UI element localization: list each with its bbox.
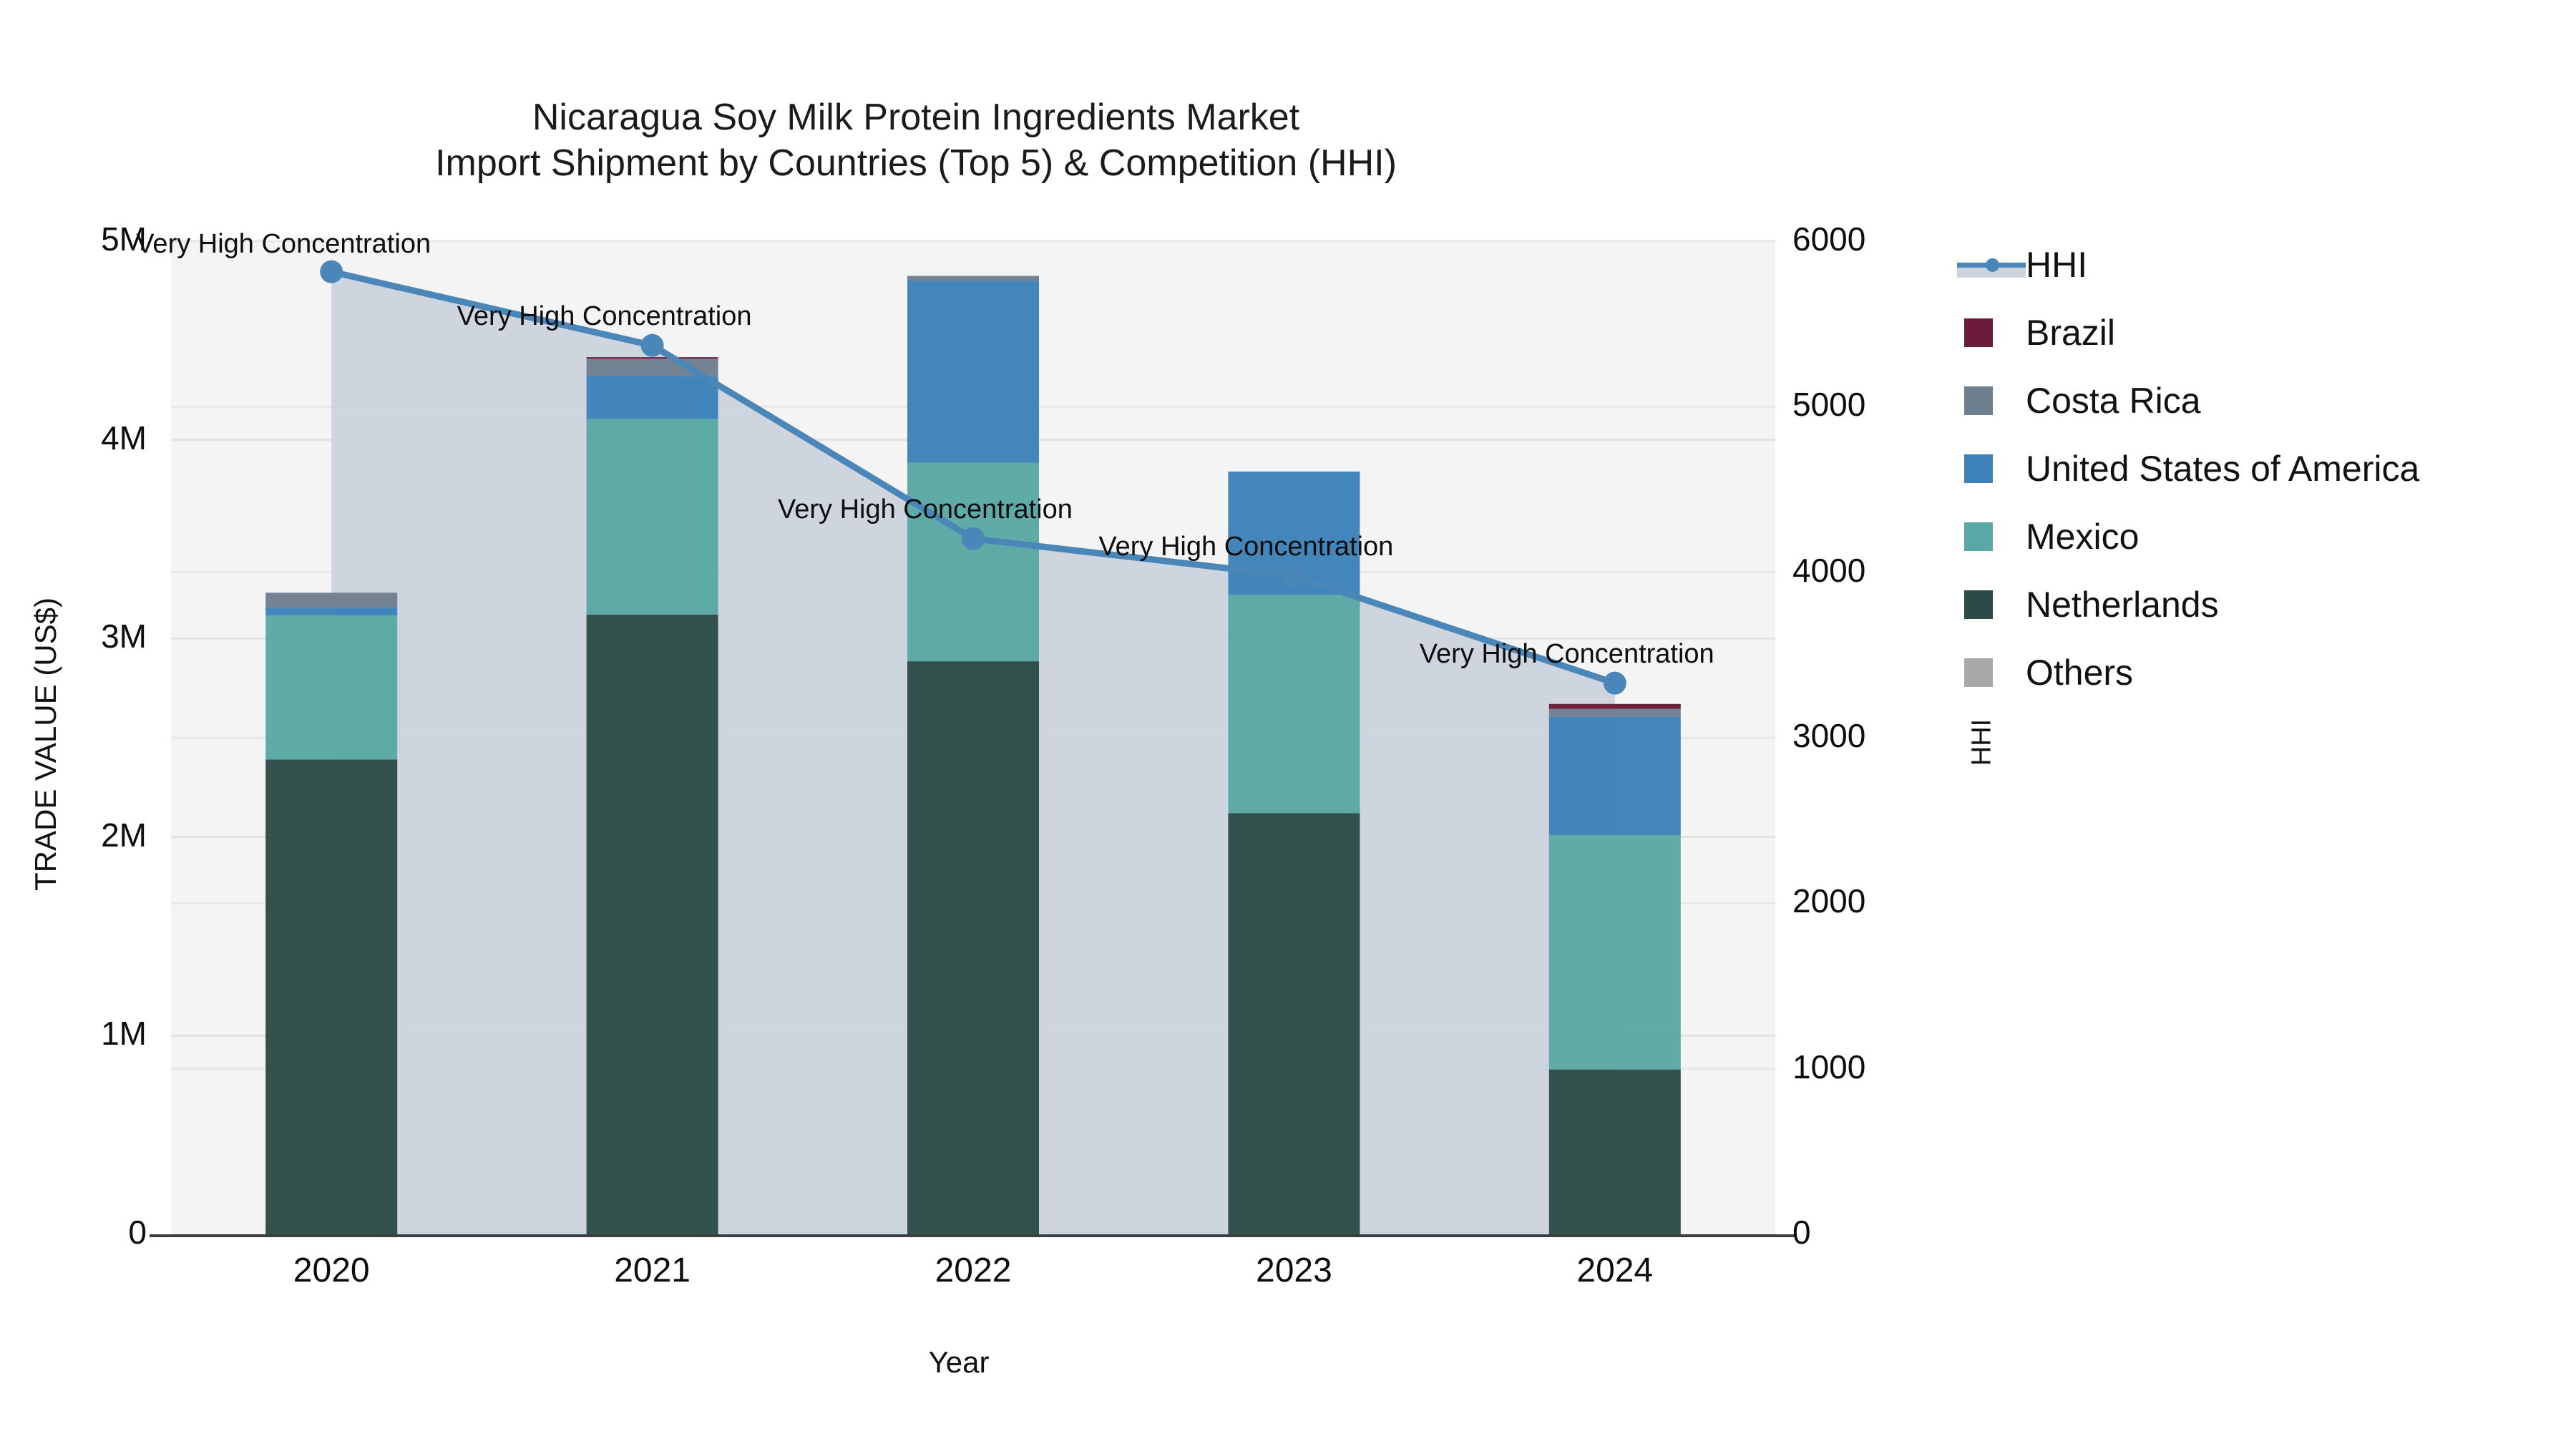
- y-axis-left-title: TRADE VALUE (US$): [29, 597, 62, 891]
- hhi-concentration-annotation: Very High Concentration: [1419, 638, 1714, 669]
- legend-color-swatch: [1964, 658, 1993, 687]
- legend-item[interactable]: Netherlands: [1957, 570, 2558, 638]
- legend-color-swatch: [1964, 454, 1993, 483]
- y-axis-left-tick-label: 5M: [101, 220, 147, 258]
- y-axis-right-tick-label: 6000: [1792, 220, 1866, 258]
- bar-segment: [1548, 703, 1681, 709]
- hhi-data-point[interactable]: [640, 333, 664, 357]
- bar-segment: [1548, 716, 1681, 836]
- bar-segment: [265, 615, 398, 760]
- hhi-data-point[interactable]: [962, 527, 985, 550]
- bar-segment: [265, 592, 398, 608]
- chart-legend: HHI Brazil Costa Rica United States of Amer…: [1957, 230, 2558, 706]
- legend-item[interactable]: Costa Rica: [1957, 366, 2558, 434]
- legend-item-label: Brazil: [2026, 312, 2116, 353]
- x-axis-tick-label: 2022: [935, 1252, 1012, 1289]
- y-axis-right-tick-label: 0: [1792, 1214, 1811, 1251]
- hhi-line-legend-icon: [1957, 250, 2026, 279]
- chart-title-line-1: Nicaragua Soy Milk Protein Ingredients M…: [532, 97, 1300, 139]
- hhi-line-series: [320, 260, 1626, 695]
- bar-segment: [1548, 708, 1681, 717]
- legend-color-swatch: [1964, 522, 1993, 551]
- legend-item[interactable]: United States of America: [1957, 434, 2558, 502]
- y-axis-left-tick-label: 4M: [101, 419, 147, 457]
- legend-color-swatch: [1964, 590, 1993, 619]
- y-axis-left-tick-label: 1M: [101, 1015, 147, 1053]
- bar-segment: [586, 419, 718, 615]
- legend-item-label: Others: [2026, 652, 2134, 693]
- y-axis-right-tick-label: 5000: [1792, 386, 1866, 424]
- bar-segment: [907, 462, 1039, 662]
- chart-title: Nicaragua Soy Milk Protein Ingredients M…: [0, 50, 1832, 232]
- legend-color-swatch: [1964, 318, 1993, 347]
- hhi-concentration-annotation: Very High Concentration: [778, 494, 1073, 525]
- bar-segment: [265, 759, 398, 1234]
- hhi-concentration-annotation: Very High Concentration: [1098, 531, 1394, 562]
- legend-item-label: Mexico: [2026, 516, 2140, 557]
- bar-segment: [586, 376, 718, 419]
- hhi-data-point[interactable]: [1282, 564, 1306, 587]
- y-axis-left-tick-label: 2M: [101, 816, 147, 854]
- bar-segment: [586, 614, 718, 1234]
- hhi-data-point[interactable]: [1603, 671, 1626, 695]
- hhi-area-legend-band: [1957, 265, 2026, 278]
- y-axis-left-tick-label: 0: [128, 1214, 147, 1251]
- bar-segment: [586, 357, 718, 359]
- legend-color-swatch: [1964, 386, 1993, 415]
- bar-segment: [1548, 835, 1681, 1070]
- bar-series-group: [265, 275, 1681, 1234]
- y-axis-right-tick-label: 4000: [1792, 551, 1866, 589]
- y-axis-left-tick-label: 3M: [101, 618, 147, 655]
- y-axis-right-tick-label: 1000: [1792, 1048, 1866, 1085]
- bar-segment: [265, 608, 398, 616]
- legend-item[interactable]: Mexico: [1957, 502, 2558, 570]
- hhi-concentration-annotation: Very High Concentration: [457, 301, 752, 331]
- plot-area: [171, 240, 1775, 1236]
- legend-item[interactable]: HHI: [1957, 230, 2558, 298]
- bar-segment: [1228, 813, 1360, 1234]
- bar-segment: [907, 275, 1039, 281]
- x-axis-tick-label: 2020: [293, 1252, 370, 1289]
- x-axis-line: [150, 1234, 1795, 1237]
- legend-item[interactable]: Others: [1957, 638, 2558, 706]
- bar-segment: [1228, 595, 1360, 814]
- x-axis-tick-label: 2023: [1256, 1252, 1332, 1289]
- y-axis-right-tick-label: 3000: [1792, 717, 1866, 754]
- bar-segment: [907, 280, 1039, 463]
- x-axis-tick-label: 2024: [1576, 1252, 1654, 1289]
- x-axis-title: Year: [928, 1345, 990, 1379]
- bar-segment: [907, 661, 1039, 1234]
- hhi-concentration-annotation: Very High Concentration: [136, 228, 431, 259]
- legend-item-label: Costa Rica: [2026, 380, 2201, 421]
- bar-segment: [1548, 1069, 1681, 1234]
- hhi-data-point[interactable]: [320, 260, 343, 283]
- legend-item-label: HHI: [2026, 244, 2088, 285]
- legend-item-label: United States of America: [2026, 448, 2420, 489]
- chart-title-line-2: Import Shipment by Countries (Top 5) & C…: [435, 142, 1397, 184]
- legend-item-label: Netherlands: [2026, 584, 2219, 625]
- hhi-line-legend-marker-dot: [1986, 258, 1999, 272]
- x-axis-tick-label: 2021: [614, 1252, 691, 1289]
- legend-item[interactable]: Brazil: [1957, 298, 2558, 366]
- y-axis-right-tick-label: 2000: [1792, 882, 1866, 920]
- plot-canvas: [171, 240, 1775, 1236]
